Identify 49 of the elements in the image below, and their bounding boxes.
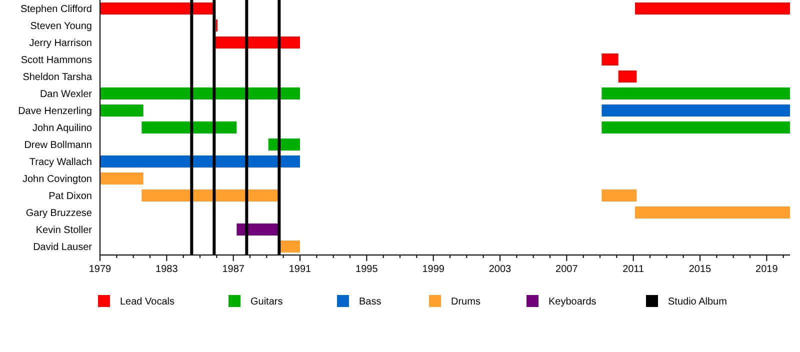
y-tick-label: Stephen Clifford bbox=[20, 4, 92, 15]
y-tick-label: Jerry Harrison bbox=[29, 38, 92, 49]
x-tick-label: 1999 bbox=[422, 264, 445, 275]
legend-label: Bass bbox=[359, 296, 382, 308]
y-tick-label: Kevin Stoller bbox=[36, 225, 93, 236]
bar bbox=[618, 70, 637, 82]
bar bbox=[100, 156, 300, 168]
y-tick-label: John Covington bbox=[22, 174, 92, 185]
x-tick-label: 2015 bbox=[688, 264, 712, 275]
bar bbox=[602, 104, 790, 116]
legend-label: Drums bbox=[451, 296, 480, 308]
bar bbox=[602, 54, 618, 66]
x-tick-label: 2019 bbox=[756, 264, 778, 275]
y-tick-label: John Aquilino bbox=[32, 123, 92, 134]
bar bbox=[100, 88, 300, 100]
y-tick-label: Sheldon Tarsha bbox=[22, 72, 92, 83]
x-tick-label: 2011 bbox=[622, 264, 645, 275]
x-tick-label: 2003 bbox=[488, 264, 512, 275]
bar bbox=[635, 206, 790, 218]
y-tick-label: Scott Hammons bbox=[20, 55, 92, 66]
legend-label: Studio Album bbox=[668, 296, 727, 308]
bar bbox=[280, 240, 300, 252]
bar bbox=[142, 122, 237, 134]
bar bbox=[215, 36, 300, 48]
x-tick-label: 1995 bbox=[356, 264, 378, 275]
y-tick-label: Drew Bollmann bbox=[24, 140, 92, 151]
y-tick-label: David Lauser bbox=[33, 242, 93, 253]
x-tick-label: 1987 bbox=[222, 264, 245, 275]
bar bbox=[602, 88, 790, 100]
bar bbox=[100, 104, 144, 116]
y-tick-label: Steven Young bbox=[30, 21, 92, 32]
x-tick-label: 1983 bbox=[156, 264, 178, 275]
bar bbox=[602, 122, 790, 134]
legend-label: Guitars bbox=[250, 296, 283, 308]
bar bbox=[100, 2, 215, 14]
y-tick-label: Pat Dixon bbox=[48, 191, 92, 202]
x-tick-label: 1991 bbox=[288, 264, 312, 275]
bar bbox=[602, 190, 637, 202]
y-tick-label: Tracy Wallach bbox=[29, 157, 92, 168]
y-tick-label: Gary Bruzzese bbox=[26, 208, 92, 219]
x-tick-label: 2007 bbox=[556, 264, 578, 275]
legend-label: Lead Vocals bbox=[120, 296, 174, 308]
y-tick-label: Dave Henzerling bbox=[18, 106, 92, 117]
y-tick-label: Dan Wexler bbox=[40, 89, 93, 100]
bar bbox=[268, 138, 300, 150]
bar bbox=[635, 2, 790, 14]
x-tick-label: 1979 bbox=[88, 264, 112, 275]
bar bbox=[100, 172, 144, 184]
legend-label: Keyboards bbox=[548, 296, 596, 308]
